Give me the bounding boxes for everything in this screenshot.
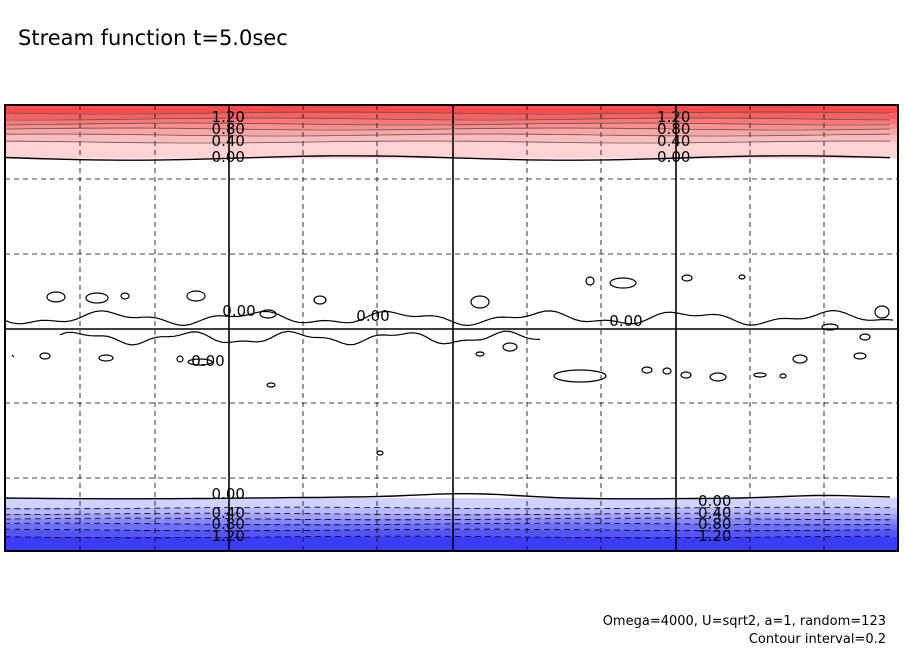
contour-label: 0.40 xyxy=(212,504,245,522)
closed-contour-cell xyxy=(470,295,490,309)
contour-label: 0.40 xyxy=(212,132,245,150)
upper-contour-line xyxy=(4,122,891,126)
contour-lines xyxy=(4,111,894,539)
closed-contour-cell xyxy=(259,309,277,319)
closed-contour-cell xyxy=(266,382,276,388)
grid-lines xyxy=(5,105,898,551)
contour-label: 0.00 xyxy=(698,492,731,510)
closed-contour-cell xyxy=(585,276,595,286)
closed-contour-cell xyxy=(39,352,51,360)
lower-color-band xyxy=(5,514,898,520)
closed-contour-cell xyxy=(680,371,692,379)
lower-contour-line xyxy=(4,512,891,516)
contour-label: 0.00 xyxy=(191,352,224,370)
contour-labels: 1.200.800.400.001.200.800.400.000.000.40… xyxy=(191,108,731,545)
closed-contour-cell xyxy=(475,351,485,357)
upper-contour-line xyxy=(4,111,891,115)
closed-contour-cell xyxy=(859,333,871,341)
lower-color-band xyxy=(5,537,898,552)
contour-label: 0.00 xyxy=(657,148,690,166)
closed-contour-cell xyxy=(853,352,867,360)
closed-contour-cell xyxy=(120,292,130,300)
closed-contour-cell xyxy=(46,291,66,303)
closed-contour-cell xyxy=(792,354,808,364)
closed-contour-cell xyxy=(753,372,767,378)
contour-label: 0.80 xyxy=(212,515,245,533)
contour-label: 0.00 xyxy=(222,302,255,320)
closed-contour-cell xyxy=(187,358,213,366)
lower-contour-line xyxy=(4,522,891,526)
upper-color-band xyxy=(5,105,898,114)
closed-contour-cell xyxy=(553,369,607,383)
closed-contour-cell xyxy=(641,366,653,374)
contour-label: 1.20 xyxy=(212,108,245,126)
lower-color-band xyxy=(5,498,898,509)
contour-label: 0.80 xyxy=(657,120,690,138)
closed-contour-cell xyxy=(709,372,727,382)
closed-contour-cell xyxy=(98,354,114,362)
closed-contour-cell xyxy=(662,367,672,375)
closed-contour-cell xyxy=(681,274,693,282)
contour-label: 0.00 xyxy=(356,307,389,325)
lower-color-band xyxy=(5,524,898,531)
lower-color-band xyxy=(5,508,898,515)
footnote-contour-interval: Contour interval=0.2 xyxy=(748,632,886,647)
closed-contour-cell xyxy=(85,292,109,304)
upper-color-band xyxy=(5,119,898,125)
lower-contour-line xyxy=(4,506,891,510)
upper-contour-line xyxy=(4,117,891,121)
upper-contour-line xyxy=(4,127,891,131)
closed-contour-cell xyxy=(376,450,384,456)
middle-zero-contour xyxy=(4,309,894,327)
footnote-parameters: Omega=4000, U=sqrt2, a=1, random=123 xyxy=(602,614,886,629)
upper-color-band xyxy=(5,124,898,130)
contour-label: 1.20 xyxy=(698,527,731,545)
contour-label: 0.40 xyxy=(698,504,731,522)
upper-color-band xyxy=(5,113,898,120)
lower-color-band xyxy=(5,519,898,525)
contour-label: 0.80 xyxy=(212,120,245,138)
chart-title: Stream function t=5.0sec xyxy=(18,26,288,50)
contour-label: 0.00 xyxy=(212,485,245,503)
contour-label: 1.20 xyxy=(657,108,690,126)
upper-color-band xyxy=(5,135,898,143)
closed-contour-cell xyxy=(186,290,206,302)
closed-contour-cell xyxy=(779,373,787,379)
middle-zero-contour xyxy=(11,354,15,358)
lower-contour-line xyxy=(4,493,891,500)
lower-color-band xyxy=(5,530,898,538)
upper-contour-line xyxy=(4,140,891,144)
lower-contour-line xyxy=(4,535,890,539)
closed-contour-cell xyxy=(176,355,184,363)
upper-contour-line xyxy=(4,155,891,161)
contour-label: 0.80 xyxy=(698,515,731,533)
plot-frame xyxy=(4,104,899,552)
middle-zero-contour xyxy=(59,330,541,346)
closed-contour-cell xyxy=(821,323,839,331)
contour-label: 0.40 xyxy=(657,132,690,150)
upper-color-band xyxy=(5,129,898,136)
closed-contour-cell xyxy=(502,342,518,352)
closed-contour-cell xyxy=(738,274,746,280)
closed-contour-cell xyxy=(609,277,637,289)
contour-label: 0.00 xyxy=(212,148,245,166)
contour-label: 1.20 xyxy=(212,527,245,545)
closed-contour-cell xyxy=(313,295,327,305)
lower-contour-line xyxy=(4,528,891,532)
upper-contour-line xyxy=(4,133,891,137)
closed-contour-cell xyxy=(874,305,890,319)
lower-contour-line xyxy=(4,517,890,521)
contour-label: 0.00 xyxy=(609,312,642,330)
